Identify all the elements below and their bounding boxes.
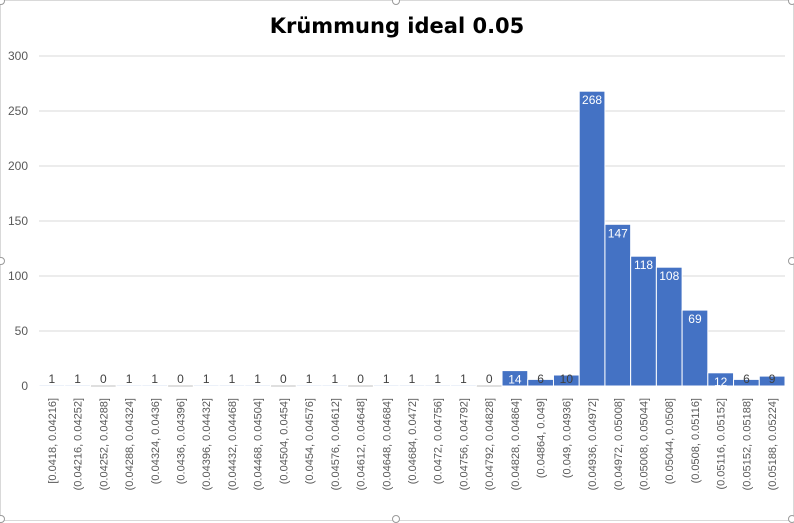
data-label: 9	[769, 372, 776, 386]
resize-handle-top-right[interactable]	[788, 0, 794, 5]
chart-title: Krümmung ideal 0.05	[270, 14, 525, 38]
y-axis-tick-labels: 0 50 100 150 200 250 300	[8, 49, 28, 393]
data-label: 0	[486, 372, 493, 386]
data-label: 1	[126, 372, 133, 386]
resize-handle-top-center[interactable]	[392, 0, 400, 5]
x-tick-label: (0.05152, 0.05188]	[741, 398, 753, 490]
data-label: 12	[714, 375, 728, 389]
data-label: 108	[659, 269, 679, 283]
x-tick-label: [0.0418, 0.04216]	[47, 398, 59, 484]
x-axis-tick-labels: [0.0418, 0.04216] (0.04216, 0.04252] (0.04…	[47, 398, 779, 490]
x-tick-label: (0.04792, 0.04828]	[484, 398, 496, 490]
resize-handle-middle-left[interactable]	[0, 257, 5, 265]
y-tick-label: 50	[15, 324, 29, 338]
bar	[578, 90, 606, 387]
data-label: 268	[582, 93, 602, 107]
x-tick-label: (0.04972, 0.05008]	[613, 398, 625, 490]
x-tick-label: (0.04252, 0.04288]	[98, 398, 110, 490]
x-tick-label: (0.0436, 0.04396]	[175, 398, 187, 484]
bars	[38, 90, 786, 387]
y-tick-label: 150	[8, 214, 28, 228]
x-tick-label: (0.0508, 0.05116]	[690, 398, 702, 483]
x-tick-label: (0.05116, 0.05152]	[716, 398, 728, 490]
x-tick-label: (0.04396, 0.04432]	[201, 398, 213, 490]
bar	[630, 255, 657, 387]
x-tick-label: (0.04648, 0.04684]	[381, 398, 393, 490]
bar	[321, 384, 349, 387]
bar	[64, 384, 91, 387]
x-tick-label: (0.0454, 0.04576]	[304, 398, 316, 484]
data-label: 0	[280, 372, 287, 386]
x-tick-label: (0.04324, 0.0436]	[150, 398, 162, 484]
data-label: 1	[331, 372, 338, 386]
x-tick-label: (0.04432, 0.04468]	[227, 398, 239, 490]
data-label: 10	[560, 372, 574, 386]
x-tick-label: (0.05044, 0.0508]	[664, 398, 676, 484]
data-label: 1	[203, 372, 210, 386]
x-tick-label: (0.04828, 0.04864]	[510, 398, 522, 490]
data-label: 0	[177, 372, 184, 386]
gridlines	[39, 55, 785, 387]
data-label: 1	[306, 372, 313, 386]
resize-handle-bottom-right[interactable]	[788, 515, 794, 523]
data-label: 0	[357, 372, 364, 386]
resize-handle-bottom-left[interactable]	[0, 515, 5, 523]
x-tick-label: (0.049, 0.04936]	[561, 398, 573, 478]
bar	[450, 384, 477, 387]
data-label: 6	[537, 372, 544, 386]
y-tick-label: 250	[8, 104, 28, 118]
data-label: 118	[634, 258, 653, 272]
resize-handle-top-left[interactable]	[0, 0, 5, 5]
y-tick-label: 0	[21, 379, 28, 393]
data-label: 1	[229, 372, 236, 386]
data-label: 1	[49, 372, 56, 386]
x-tick-label: (0.04288, 0.04324]	[124, 398, 136, 490]
data-label: 1	[409, 372, 416, 386]
data-label: 1	[151, 372, 158, 386]
data-label: 1	[74, 372, 81, 386]
data-label: 1	[383, 372, 390, 386]
x-tick-label: (0.05188, 0.05224]	[767, 398, 779, 490]
data-label: 6	[743, 372, 750, 386]
data-label: 0	[100, 372, 107, 386]
data-label: 1	[434, 372, 441, 386]
bar	[244, 384, 272, 387]
x-tick-label: (0.04468, 0.04504]	[253, 398, 265, 490]
x-tick-label: (0.04684, 0.0472]	[407, 398, 419, 484]
data-label: 14	[508, 373, 522, 387]
data-label: 1	[460, 372, 467, 386]
bar	[758, 375, 786, 387]
bar	[501, 370, 529, 387]
y-tick-label: 200	[8, 159, 28, 173]
data-label: 147	[608, 226, 628, 240]
bar	[141, 384, 169, 387]
x-tick-label: (0.04504, 0.0454]	[278, 398, 290, 484]
x-tick-label: (0.04864, 0.049]	[536, 398, 548, 478]
resize-handle-bottom-center[interactable]	[392, 515, 400, 523]
x-tick-label: (0.04936, 0.04972]	[587, 398, 599, 490]
bar	[604, 223, 632, 387]
x-tick-label: (0.04612, 0.04648]	[356, 398, 368, 490]
data-label: 1	[254, 372, 261, 386]
x-tick-label: (0.0472, 0.04756]	[433, 398, 445, 484]
bar	[681, 309, 709, 387]
x-tick-label: (0.04216, 0.04252]	[73, 398, 85, 490]
x-tick-label: (0.04576, 0.04612]	[330, 398, 342, 490]
bar	[655, 266, 683, 387]
x-tick-label: (0.04756, 0.04792]	[458, 398, 470, 490]
y-tick-label: 300	[8, 49, 28, 63]
data-label: 69	[688, 312, 702, 326]
y-tick-label: 100	[8, 269, 28, 283]
x-tick-label: (0.05008, 0.05044]	[639, 398, 651, 490]
resize-handle-middle-right[interactable]	[788, 257, 794, 265]
